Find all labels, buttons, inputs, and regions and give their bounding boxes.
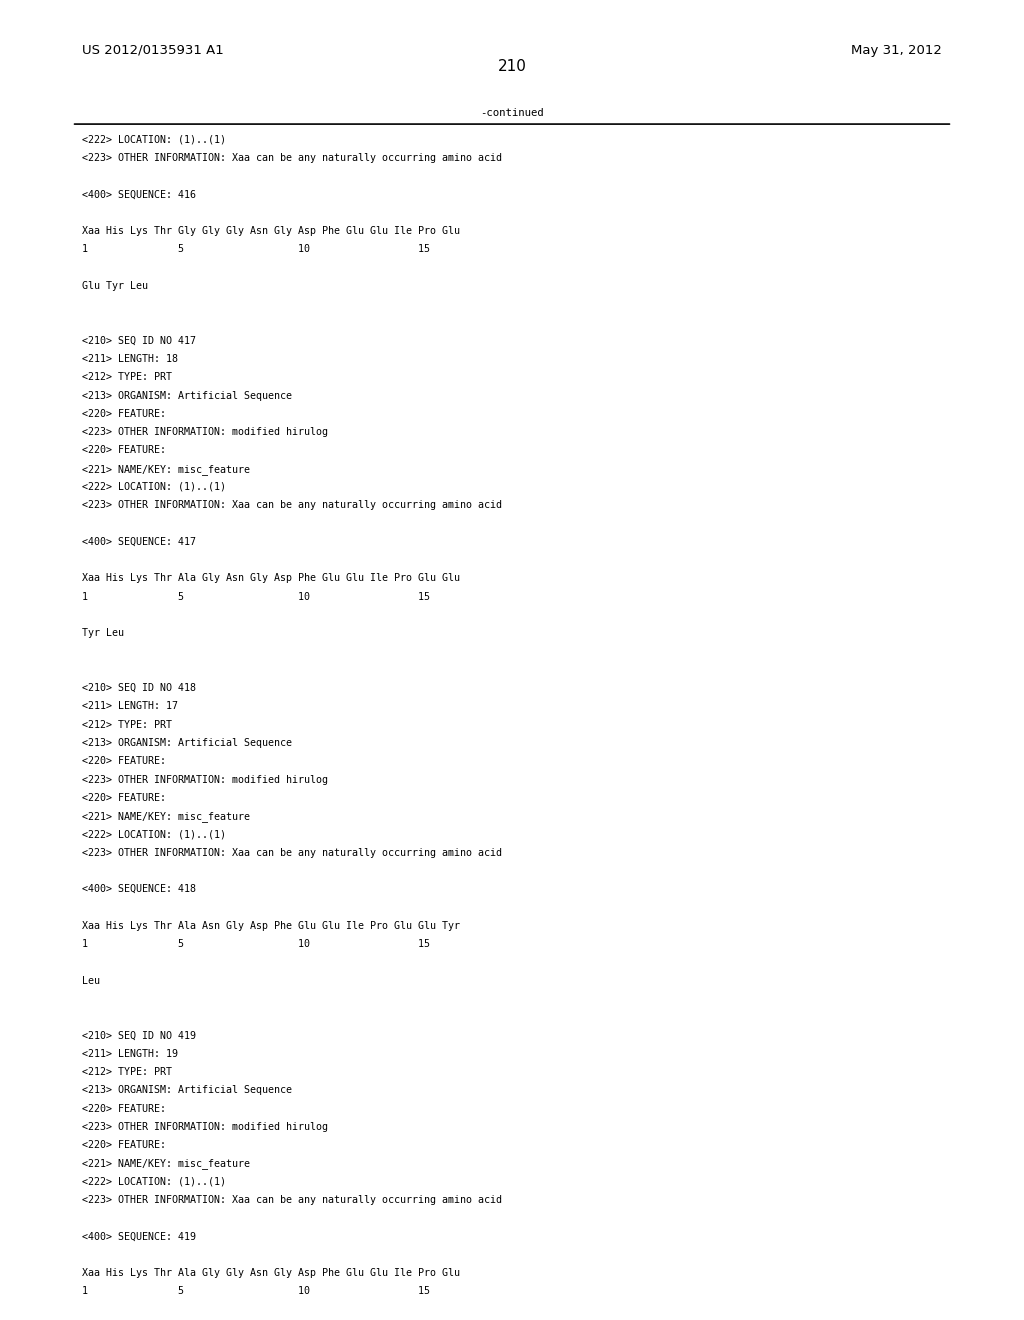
Text: <223> OTHER INFORMATION: modified hirulog: <223> OTHER INFORMATION: modified hirulo…	[82, 775, 328, 784]
Text: 1               5                   10                  15: 1 5 10 15	[82, 591, 430, 602]
Text: -continued: -continued	[480, 108, 544, 119]
Text: <400> SEQUENCE: 417: <400> SEQUENCE: 417	[82, 537, 196, 546]
Text: <223> OTHER INFORMATION: modified hirulog: <223> OTHER INFORMATION: modified hirulo…	[82, 1122, 328, 1131]
Text: <213> ORGANISM: Artificial Sequence: <213> ORGANISM: Artificial Sequence	[82, 738, 292, 748]
Text: <213> ORGANISM: Artificial Sequence: <213> ORGANISM: Artificial Sequence	[82, 1085, 292, 1096]
Text: <400> SEQUENCE: 416: <400> SEQUENCE: 416	[82, 190, 196, 199]
Text: 210: 210	[498, 59, 526, 74]
Text: <223> OTHER INFORMATION: modified hirulog: <223> OTHER INFORMATION: modified hirulo…	[82, 428, 328, 437]
Text: <220> FEATURE:: <220> FEATURE:	[82, 409, 166, 418]
Text: <222> LOCATION: (1)..(1): <222> LOCATION: (1)..(1)	[82, 482, 226, 492]
Text: <212> TYPE: PRT: <212> TYPE: PRT	[82, 719, 172, 730]
Text: <211> LENGTH: 19: <211> LENGTH: 19	[82, 1048, 178, 1059]
Text: <220> FEATURE:: <220> FEATURE:	[82, 445, 166, 455]
Text: <223> OTHER INFORMATION: Xaa can be any naturally occurring amino acid: <223> OTHER INFORMATION: Xaa can be any …	[82, 1195, 502, 1205]
Text: <223> OTHER INFORMATION: Xaa can be any naturally occurring amino acid: <223> OTHER INFORMATION: Xaa can be any …	[82, 153, 502, 162]
Text: <400> SEQUENCE: 418: <400> SEQUENCE: 418	[82, 884, 196, 894]
Text: Xaa His Lys Thr Ala Asn Gly Asp Phe Glu Glu Ile Pro Glu Glu Tyr: Xaa His Lys Thr Ala Asn Gly Asp Phe Glu …	[82, 921, 460, 931]
Text: <221> NAME/KEY: misc_feature: <221> NAME/KEY: misc_feature	[82, 463, 250, 475]
Text: Xaa His Lys Thr Ala Gly Asn Gly Asp Phe Glu Glu Ile Pro Glu Glu: Xaa His Lys Thr Ala Gly Asn Gly Asp Phe …	[82, 573, 460, 583]
Text: <223> OTHER INFORMATION: Xaa can be any naturally occurring amino acid: <223> OTHER INFORMATION: Xaa can be any …	[82, 500, 502, 511]
Text: Glu Tyr Leu: Glu Tyr Leu	[82, 281, 147, 290]
Text: <220> FEATURE:: <220> FEATURE:	[82, 756, 166, 766]
Text: <210> SEQ ID NO 418: <210> SEQ ID NO 418	[82, 682, 196, 693]
Text: <211> LENGTH: 18: <211> LENGTH: 18	[82, 354, 178, 364]
Text: <210> SEQ ID NO 417: <210> SEQ ID NO 417	[82, 335, 196, 346]
Text: <212> TYPE: PRT: <212> TYPE: PRT	[82, 372, 172, 383]
Text: May 31, 2012: May 31, 2012	[851, 44, 942, 57]
Text: 1               5                   10                  15: 1 5 10 15	[82, 1287, 430, 1296]
Text: 1               5                   10                  15: 1 5 10 15	[82, 939, 430, 949]
Text: Leu: Leu	[82, 975, 100, 986]
Text: 1               5                   10                  15: 1 5 10 15	[82, 244, 430, 255]
Text: <220> FEATURE:: <220> FEATURE:	[82, 1104, 166, 1114]
Text: Xaa His Lys Thr Gly Gly Gly Asn Gly Asp Phe Glu Glu Ile Pro Glu: Xaa His Lys Thr Gly Gly Gly Asn Gly Asp …	[82, 226, 460, 236]
Text: <221> NAME/KEY: misc_feature: <221> NAME/KEY: misc_feature	[82, 1159, 250, 1170]
Text: <400> SEQUENCE: 419: <400> SEQUENCE: 419	[82, 1232, 196, 1242]
Text: US 2012/0135931 A1: US 2012/0135931 A1	[82, 44, 223, 57]
Text: Tyr Leu: Tyr Leu	[82, 628, 124, 639]
Text: <222> LOCATION: (1)..(1): <222> LOCATION: (1)..(1)	[82, 829, 226, 840]
Text: <220> FEATURE:: <220> FEATURE:	[82, 793, 166, 803]
Text: <223> OTHER INFORMATION: Xaa can be any naturally occurring amino acid: <223> OTHER INFORMATION: Xaa can be any …	[82, 847, 502, 858]
Text: Xaa His Lys Thr Ala Gly Gly Asn Gly Asp Phe Glu Glu Ile Pro Glu: Xaa His Lys Thr Ala Gly Gly Asn Gly Asp …	[82, 1269, 460, 1278]
Text: <210> SEQ ID NO 419: <210> SEQ ID NO 419	[82, 1031, 196, 1040]
Text: <221> NAME/KEY: misc_feature: <221> NAME/KEY: misc_feature	[82, 810, 250, 822]
Text: <220> FEATURE:: <220> FEATURE:	[82, 1140, 166, 1150]
Text: <212> TYPE: PRT: <212> TYPE: PRT	[82, 1067, 172, 1077]
Text: <213> ORGANISM: Artificial Sequence: <213> ORGANISM: Artificial Sequence	[82, 391, 292, 400]
Text: <222> LOCATION: (1)..(1): <222> LOCATION: (1)..(1)	[82, 135, 226, 145]
Text: <211> LENGTH: 17: <211> LENGTH: 17	[82, 701, 178, 711]
Text: <222> LOCATION: (1)..(1): <222> LOCATION: (1)..(1)	[82, 1176, 226, 1187]
